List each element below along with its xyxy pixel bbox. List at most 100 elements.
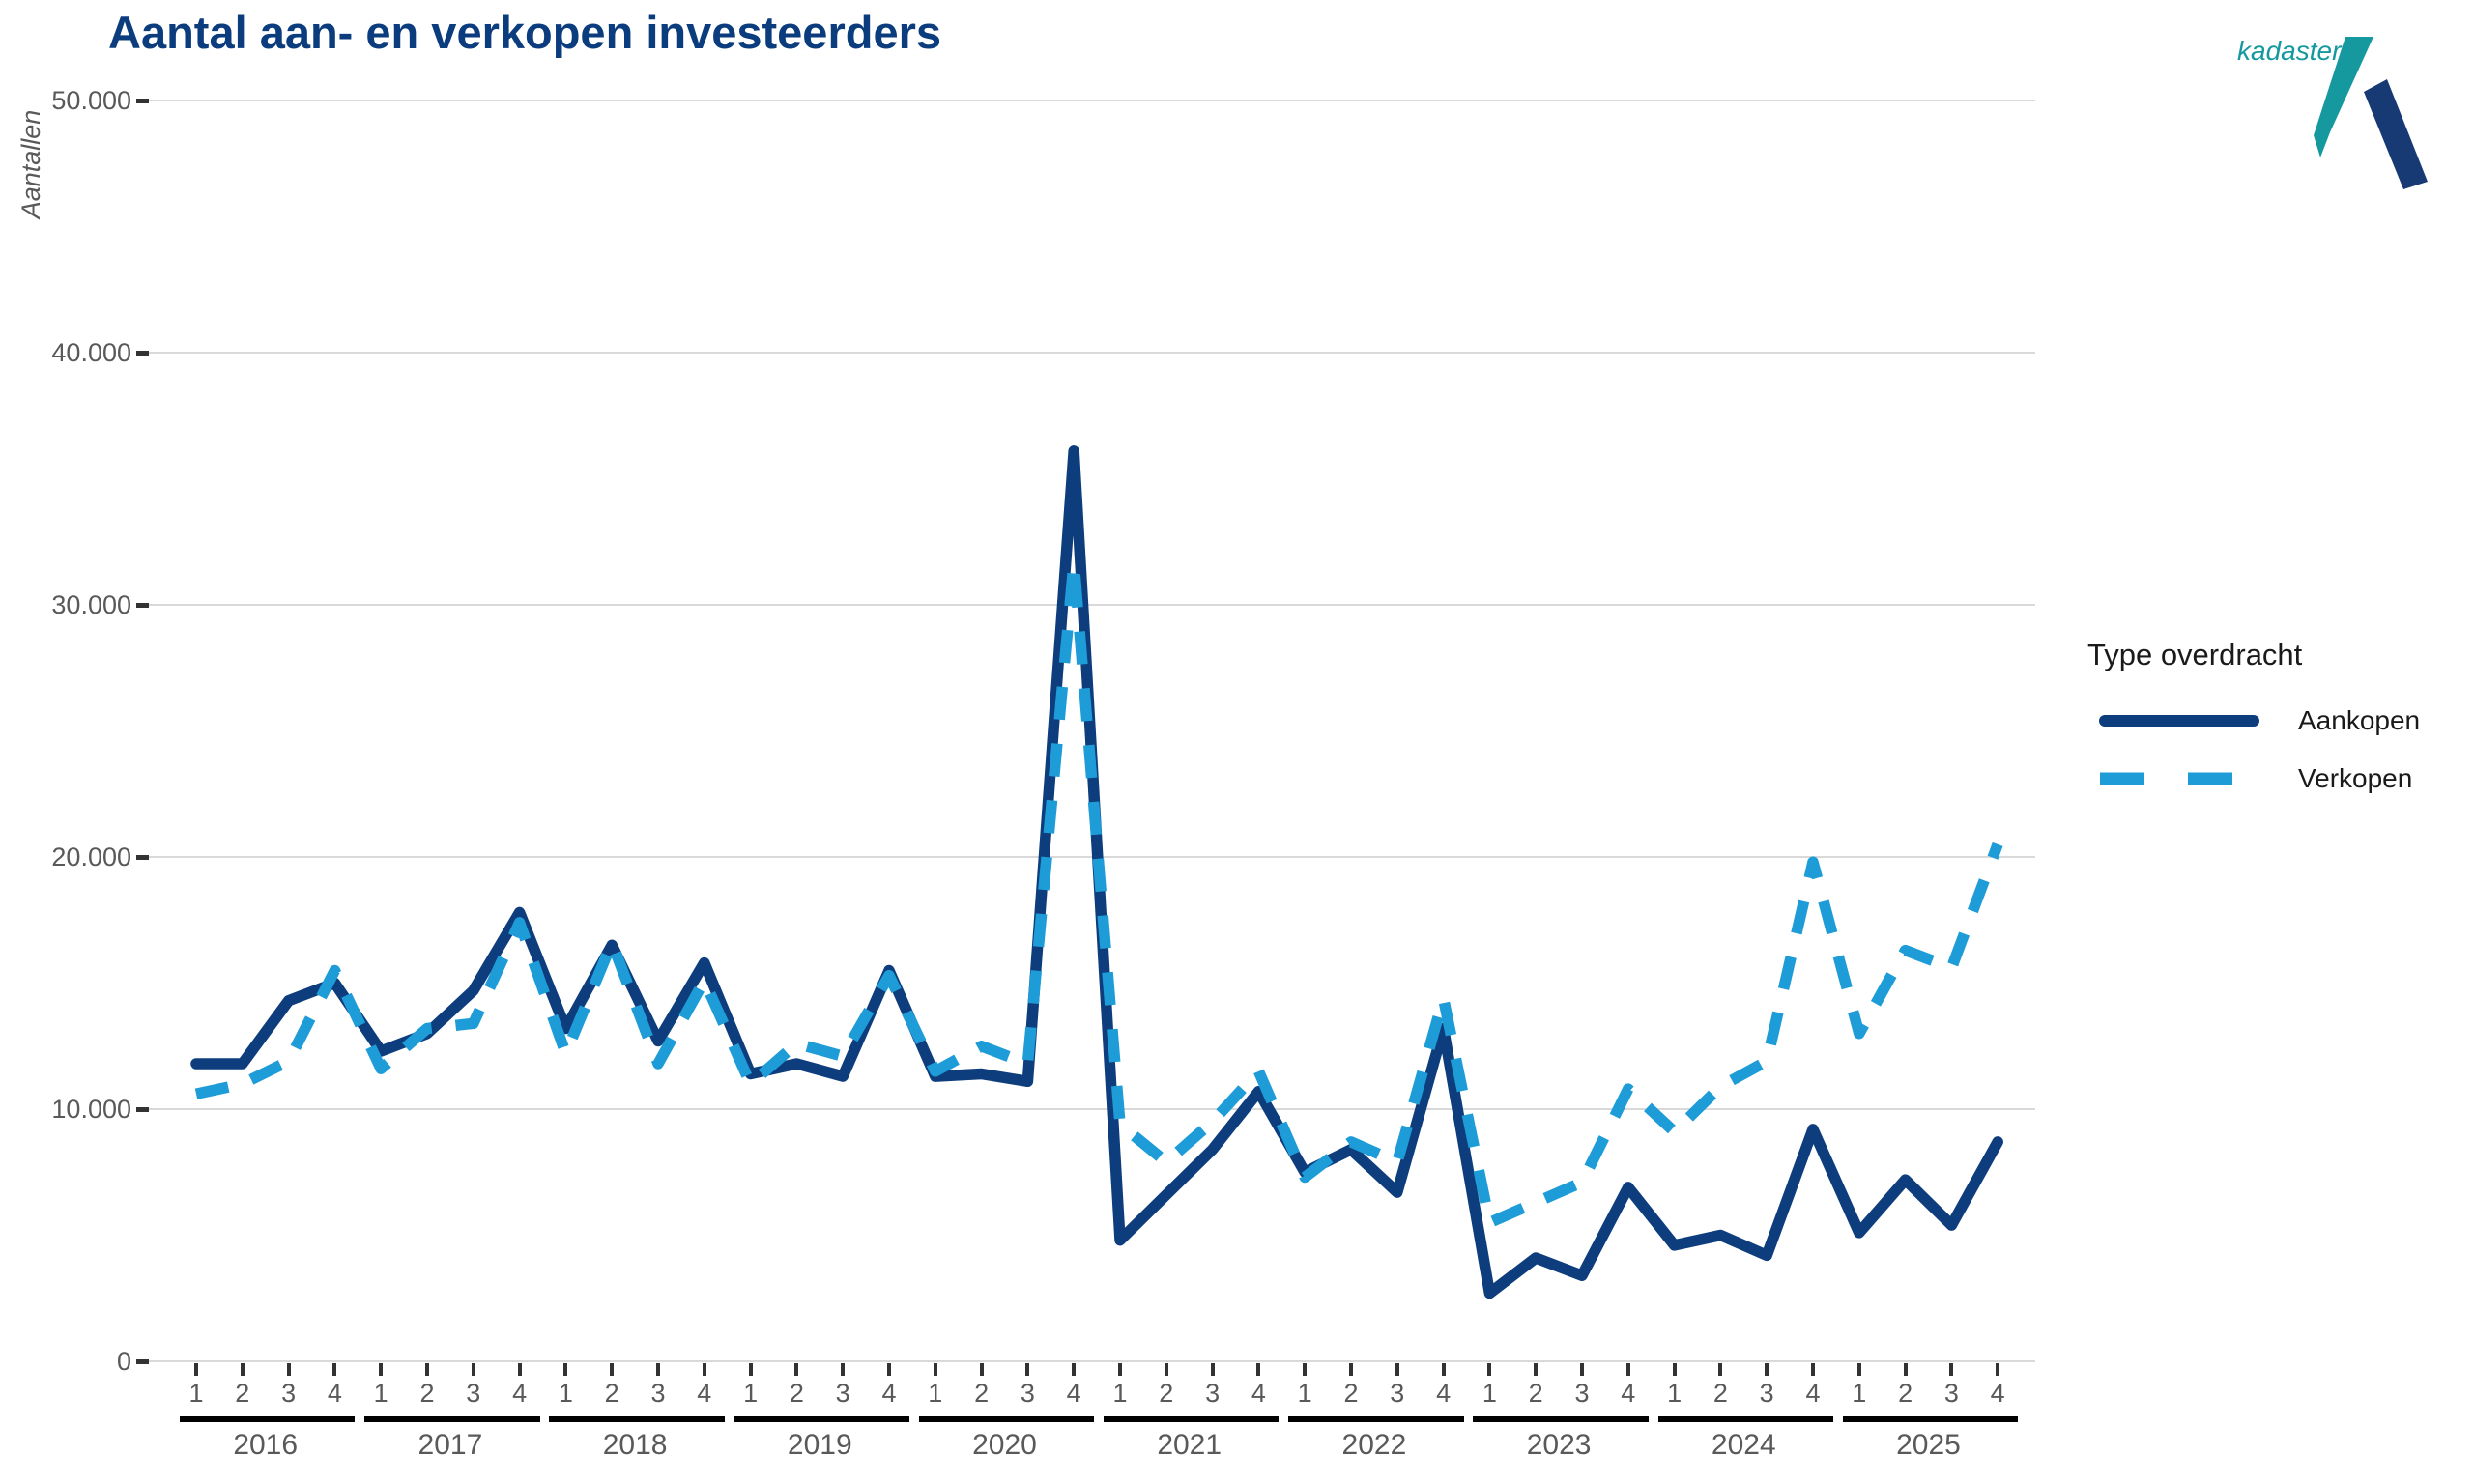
legend-label-verkopen: Verkopen bbox=[2298, 763, 2413, 793]
quarter-label: 2 bbox=[1898, 1379, 1913, 1408]
legend: Type overdracht Aankopen Verkopen bbox=[2087, 638, 2464, 808]
y-tick-mark bbox=[136, 351, 149, 356]
verkopen-dashed-line-swatch-icon bbox=[2100, 772, 2259, 785]
y-tick-mark bbox=[136, 99, 149, 103]
x-tick-mark bbox=[1256, 1363, 1261, 1376]
quarter-label: 3 bbox=[1759, 1379, 1774, 1408]
year-bar-2016 bbox=[180, 1416, 356, 1422]
x-tick-mark bbox=[1996, 1363, 2000, 1376]
verkopen-line bbox=[194, 556, 2003, 1229]
legend-title: Type overdracht bbox=[2087, 638, 2303, 671]
x-tick-mark bbox=[841, 1363, 846, 1376]
gridline-0 bbox=[145, 1360, 2035, 1362]
quarter-label: 3 bbox=[835, 1379, 850, 1408]
x-tick-mark bbox=[979, 1363, 984, 1376]
legend-label-aankopen: Aankopen bbox=[2298, 705, 2421, 735]
x-tick-mark bbox=[1118, 1363, 1122, 1376]
y-tick-mark bbox=[136, 603, 149, 608]
year-bar-2023 bbox=[1473, 1416, 1649, 1422]
y-tick-label: 0 bbox=[116, 1347, 131, 1376]
x-tick-mark bbox=[1811, 1363, 1815, 1376]
x-tick-mark bbox=[610, 1363, 615, 1376]
quarter-label: 3 bbox=[281, 1379, 297, 1408]
quarter-label: 1 bbox=[743, 1379, 759, 1408]
x-tick-mark bbox=[425, 1363, 429, 1376]
quarter-label: 3 bbox=[650, 1379, 666, 1408]
x-tick-mark bbox=[1303, 1363, 1308, 1376]
kadaster-logo: kadaster bbox=[2237, 12, 2440, 206]
year-label-2025: 2025 bbox=[1896, 1429, 1961, 1461]
quarter-label: 2 bbox=[1159, 1379, 1174, 1408]
x-tick-mark bbox=[1765, 1363, 1769, 1376]
quarter-label: 3 bbox=[466, 1379, 481, 1408]
quarter-label: 3 bbox=[1574, 1379, 1590, 1408]
y-tick-mark bbox=[136, 855, 149, 860]
x-tick-mark bbox=[1072, 1363, 1077, 1376]
quarter-label: 4 bbox=[1990, 1379, 2005, 1408]
kadaster-logo-text: kadaster bbox=[2237, 36, 2343, 66]
y-tick-mark bbox=[136, 1359, 149, 1364]
legend-item-verkopen: Verkopen bbox=[2087, 750, 2464, 808]
quarter-label: 4 bbox=[1621, 1379, 1636, 1408]
gridline-30.000 bbox=[145, 604, 2035, 606]
y-tick-label: 40.000 bbox=[51, 338, 131, 367]
quarter-label: 4 bbox=[1066, 1379, 1081, 1408]
gridline-50.000 bbox=[145, 100, 2035, 101]
gridline-20.000 bbox=[145, 856, 2035, 858]
legend-item-aankopen: Aankopen bbox=[2087, 692, 2464, 750]
year-bar-2025 bbox=[1842, 1416, 2019, 1422]
quarter-label: 2 bbox=[1528, 1379, 1543, 1408]
x-tick-mark bbox=[656, 1363, 660, 1376]
x-tick-mark bbox=[1487, 1363, 1492, 1376]
quarter-label: 3 bbox=[1943, 1379, 1959, 1408]
y-tick-label: 20.000 bbox=[51, 842, 131, 871]
year-label-2021: 2021 bbox=[1157, 1429, 1223, 1461]
quarter-label: 1 bbox=[373, 1379, 388, 1408]
year-bar-2021 bbox=[1104, 1416, 1280, 1422]
x-tick-mark bbox=[563, 1363, 568, 1376]
x-tick-mark bbox=[379, 1363, 384, 1376]
x-tick-mark bbox=[1903, 1363, 1908, 1376]
x-tick-mark bbox=[1164, 1363, 1168, 1376]
quarter-label: 2 bbox=[419, 1379, 435, 1408]
x-tick-mark bbox=[194, 1363, 198, 1376]
y-tick-label: 30.000 bbox=[51, 590, 131, 619]
quarter-label: 4 bbox=[512, 1379, 528, 1408]
x-tick-mark bbox=[1580, 1363, 1584, 1376]
quarter-label: 1 bbox=[1852, 1379, 1867, 1408]
x-tick-mark bbox=[1856, 1363, 1861, 1376]
quarter-label: 3 bbox=[1390, 1379, 1405, 1408]
quarter-label: 4 bbox=[1251, 1379, 1266, 1408]
year-label-2023: 2023 bbox=[1526, 1429, 1592, 1461]
x-tick-mark bbox=[1210, 1363, 1215, 1376]
year-label-2019: 2019 bbox=[787, 1429, 852, 1461]
year-bar-2022 bbox=[1288, 1416, 1464, 1422]
chart-title: Aantal aan- en verkopen investeerders bbox=[108, 7, 942, 58]
y-tick-mark bbox=[136, 1107, 149, 1112]
year-bar-2024 bbox=[1657, 1416, 1833, 1422]
x-tick-mark bbox=[748, 1363, 753, 1376]
year-label-2018: 2018 bbox=[602, 1429, 668, 1461]
x-tick-mark bbox=[471, 1363, 475, 1376]
kadaster-logo-leg-icon bbox=[2364, 79, 2428, 189]
x-tick-mark bbox=[1672, 1363, 1677, 1376]
x-tick-mark bbox=[702, 1363, 706, 1376]
x-tick-mark bbox=[1534, 1363, 1539, 1376]
quarter-label: 2 bbox=[974, 1379, 990, 1408]
year-bar-2017 bbox=[364, 1416, 540, 1422]
year-bar-2020 bbox=[918, 1416, 1095, 1422]
kadaster-logo-mark: kadaster bbox=[2237, 36, 2428, 189]
gridline-40.000 bbox=[145, 352, 2035, 354]
kadaster-logo-blade-icon bbox=[2314, 37, 2373, 157]
quarter-label: 4 bbox=[1436, 1379, 1452, 1408]
year-label-2022: 2022 bbox=[1341, 1429, 1407, 1461]
year-label-2024: 2024 bbox=[1711, 1429, 1776, 1461]
x-tick-mark bbox=[1349, 1363, 1353, 1376]
quarter-label: 4 bbox=[1805, 1379, 1821, 1408]
x-tick-mark bbox=[794, 1363, 799, 1376]
y-tick-label: 50.000 bbox=[51, 86, 131, 115]
x-tick-mark bbox=[1395, 1363, 1399, 1376]
quarter-label: 2 bbox=[789, 1379, 804, 1408]
quarter-label: 1 bbox=[1112, 1379, 1128, 1408]
x-tick-mark bbox=[933, 1363, 937, 1376]
